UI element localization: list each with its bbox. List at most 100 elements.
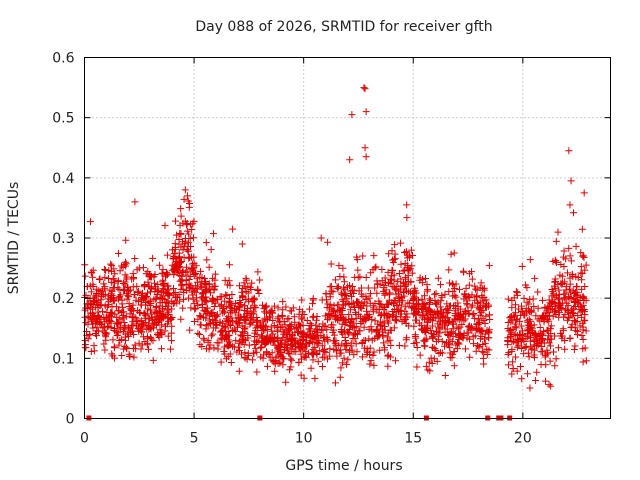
data-point (209, 274, 217, 282)
data-point (176, 297, 184, 305)
data-point (152, 313, 160, 321)
data-point (304, 350, 312, 358)
data-point (185, 203, 193, 211)
data-point (232, 319, 240, 327)
data-point (402, 282, 410, 290)
data-point (526, 384, 534, 392)
data-point (87, 218, 95, 226)
data-point (244, 295, 252, 303)
data-point (336, 373, 344, 381)
data-point (146, 288, 154, 296)
data-point (177, 205, 185, 213)
data-point (102, 266, 110, 274)
data-point (358, 318, 366, 326)
data-point (281, 328, 289, 336)
data-point (286, 323, 294, 331)
data-point (388, 299, 396, 307)
data-point (306, 319, 314, 327)
data-point (333, 283, 341, 291)
data-point (435, 349, 443, 357)
data-point (184, 239, 192, 247)
data-point (119, 308, 127, 316)
data-point (385, 250, 393, 258)
data-point (118, 296, 126, 304)
data-point (531, 353, 539, 361)
data-point (115, 315, 123, 323)
data-point (477, 279, 485, 287)
data-point (361, 144, 369, 152)
data-point (84, 305, 92, 313)
data-point (120, 280, 128, 288)
data-point (205, 263, 213, 271)
data-point (246, 314, 254, 322)
data-point (409, 252, 417, 260)
data-point (512, 353, 520, 361)
data-point (572, 327, 580, 335)
data-point (568, 306, 576, 314)
data-point (338, 320, 346, 328)
data-point (356, 273, 364, 281)
data-point (194, 301, 202, 309)
data-point (103, 308, 111, 316)
data-point (551, 332, 559, 340)
data-point (188, 225, 196, 233)
data-point (465, 281, 473, 289)
data-point (550, 278, 558, 286)
data-point (471, 282, 479, 290)
data-point (97, 296, 105, 304)
data-point (530, 302, 538, 310)
data-point (504, 337, 512, 345)
data-point (426, 367, 434, 375)
data-point (296, 305, 304, 313)
data-point (568, 320, 576, 328)
data-point (549, 312, 557, 320)
data-point (375, 297, 383, 305)
data-point (391, 316, 399, 324)
data-point (366, 350, 374, 358)
data-point (119, 303, 127, 311)
data-point (462, 309, 470, 317)
data-point (346, 156, 354, 164)
data-point (183, 227, 191, 235)
data-point (479, 354, 487, 362)
data-point (350, 351, 358, 359)
data-point (357, 319, 365, 327)
data-point (279, 312, 287, 320)
data-point (238, 288, 246, 296)
data-point (261, 308, 269, 316)
data-point (346, 348, 354, 356)
data-point (447, 250, 455, 258)
data-point (87, 348, 95, 356)
data-point (324, 355, 332, 363)
data-point (353, 348, 361, 356)
data-point (512, 288, 520, 296)
data-point (545, 312, 553, 320)
data-point (413, 299, 421, 307)
data-point (507, 329, 515, 337)
data-point (439, 309, 447, 317)
data-point (130, 313, 138, 321)
data-point (419, 311, 427, 319)
data-point (200, 336, 208, 344)
data-point (358, 353, 366, 361)
data-point (307, 364, 315, 372)
data-point (170, 284, 178, 292)
data-point (128, 322, 136, 330)
data-point (582, 357, 590, 365)
data-point (161, 222, 169, 230)
data-point (138, 328, 146, 336)
data-point (249, 356, 257, 364)
data-point (214, 345, 222, 353)
data-point (396, 306, 404, 314)
data-point (170, 263, 178, 271)
data-point (252, 324, 260, 332)
data-point (341, 286, 349, 294)
data-point (259, 333, 267, 341)
data-point (107, 278, 115, 286)
data-point (177, 212, 185, 220)
data-point (114, 249, 122, 257)
data-point (317, 234, 325, 242)
data-point (373, 289, 381, 297)
data-point (286, 307, 294, 315)
data-point (344, 330, 352, 338)
